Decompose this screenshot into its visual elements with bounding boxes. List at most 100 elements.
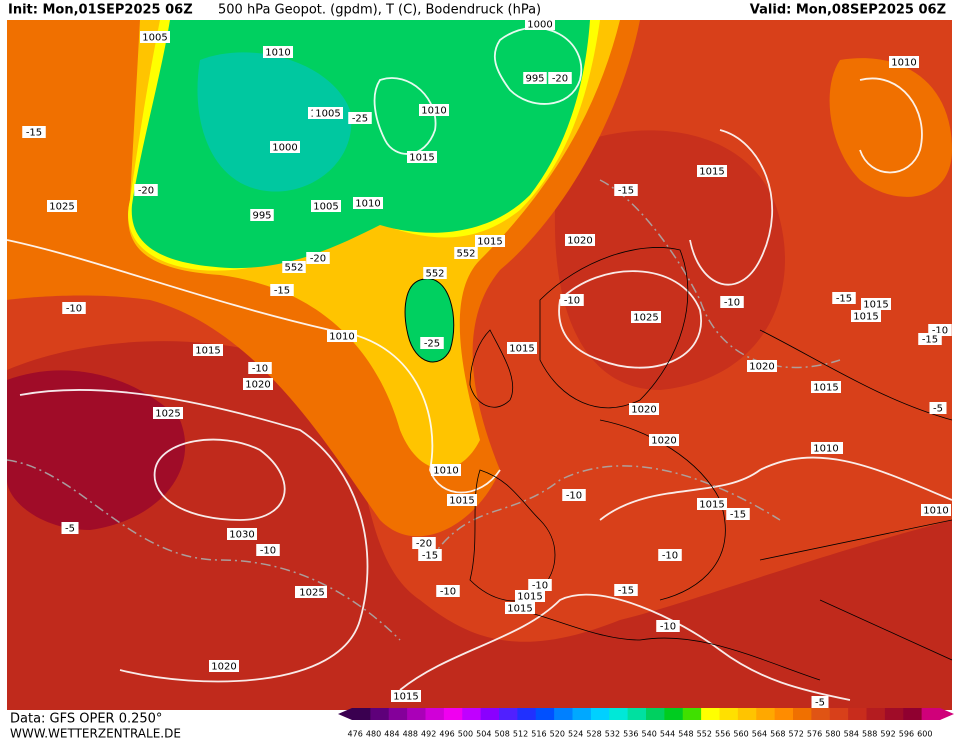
colorbar-swatch (774, 708, 794, 720)
map-label: 1015 (509, 344, 534, 355)
label-box (256, 544, 280, 556)
map-label: 1025 (299, 588, 324, 599)
label-box (649, 434, 679, 446)
map-label: -10 (724, 298, 740, 309)
colorbar-label: 520 (550, 730, 565, 739)
label-box (515, 590, 545, 602)
map-label: 1015 (195, 346, 220, 357)
colorbar: 476 480 484 488 492 496 500 504 508 512 516 520 524 5… (338, 708, 954, 739)
label-box (227, 528, 257, 540)
map-labels: 1005 1010 1000 995 -20 1010 1005 -25 1010 1015 100… (22, 18, 952, 709)
colorbar-label: 504 (476, 730, 491, 739)
colorbar-swatch (425, 708, 445, 720)
colorbar-label: 532 (605, 730, 620, 739)
map-label: 1015 (477, 237, 502, 248)
colorbar-label: 528 (586, 730, 601, 739)
map-label: 995 (525, 74, 544, 85)
colorbar-swatch (388, 708, 408, 720)
label-box (348, 112, 372, 124)
colorbar-label: 588 (862, 730, 877, 739)
map-label: -15 (618, 186, 634, 197)
label-box (528, 579, 552, 591)
colorbar-swatch (370, 708, 390, 720)
map-label: -10 (662, 551, 678, 562)
label-box (153, 407, 183, 419)
colorbar-swatch (352, 708, 371, 720)
label-box (282, 261, 306, 273)
label-box (436, 585, 460, 597)
colorbar-swatch (462, 708, 482, 720)
map-label: -15 (422, 551, 438, 562)
map-label: -10 (260, 546, 276, 557)
map-label: 552 (456, 249, 475, 260)
map-label: 1010 (923, 506, 948, 517)
colorbar-swatch (811, 708, 831, 720)
colorbar-arrow-right (940, 708, 954, 720)
map-label: 1015 (699, 167, 724, 178)
label-box (851, 310, 881, 322)
map-label: 1020 (211, 662, 236, 673)
label-box (412, 537, 436, 549)
map-label: 1020 (749, 362, 774, 373)
label-box (22, 126, 46, 138)
colorbar-swatch (719, 708, 739, 720)
label-box (811, 696, 829, 708)
label-box (658, 549, 682, 561)
colorbar-label: 548 (678, 730, 693, 739)
map-label: -15 (274, 286, 290, 297)
label-box (832, 292, 856, 304)
colorbar-swatch (609, 708, 629, 720)
colorbar-label: 600 (917, 730, 932, 739)
label-box (614, 584, 638, 596)
map-label: 1000 (527, 20, 552, 31)
map-label: 1025 (155, 409, 180, 420)
colorbar-label: 516 (531, 730, 546, 739)
label-box (140, 31, 170, 43)
colorbar-swatch (443, 708, 463, 720)
map-label: -15 (922, 335, 938, 346)
colorbar-label: 496 (439, 730, 454, 739)
label-box (447, 494, 477, 506)
map-label: 1010 (433, 466, 458, 477)
map-label: -10 (532, 581, 548, 592)
label-box (263, 46, 293, 58)
map-label: 1015 (393, 692, 418, 703)
colorbar-label: 556 (715, 730, 730, 739)
map-label: 1015 (507, 604, 532, 615)
label-box (248, 362, 272, 374)
label-box (505, 602, 535, 614)
colorbar-label: 584 (844, 730, 859, 739)
map-label: -15 (836, 294, 852, 305)
colorbar-label: 476 (348, 730, 363, 739)
colorbar-label: 508 (495, 730, 510, 739)
map (7, 20, 952, 710)
map-title: 500 hPa Geopot. (gpdm), T (C), Bodendruc… (218, 3, 541, 18)
label-box (134, 184, 158, 196)
colorbar-label: 564 (752, 730, 767, 739)
label-box (313, 107, 343, 119)
colorbar-label: 592 (880, 730, 895, 739)
colorbar-label: 500 (458, 730, 473, 739)
map-label: 1030 (229, 530, 254, 541)
label-box (507, 342, 537, 354)
valid-time: Valid: Mon,08SEP2025 06Z (750, 3, 946, 18)
colorbar-swatch (848, 708, 867, 720)
map-label: -5 (815, 698, 825, 709)
label-box (420, 337, 444, 349)
map-label: 1010 (421, 106, 446, 117)
label-box (918, 333, 942, 345)
colorbar-swatch (572, 708, 592, 720)
label-box (726, 508, 750, 520)
label-box (889, 56, 919, 68)
map-label: 1010 (329, 332, 354, 343)
map-label: 1005 (315, 109, 340, 120)
map-label: -10 (566, 491, 582, 502)
map-label: -5 (933, 404, 943, 415)
colorbar-swatch (664, 708, 684, 720)
label-box (929, 402, 947, 414)
map-label: -20 (416, 539, 432, 550)
colorbar-swatch (554, 708, 573, 720)
label-box (419, 104, 449, 116)
colorbar-swatch (590, 708, 610, 720)
